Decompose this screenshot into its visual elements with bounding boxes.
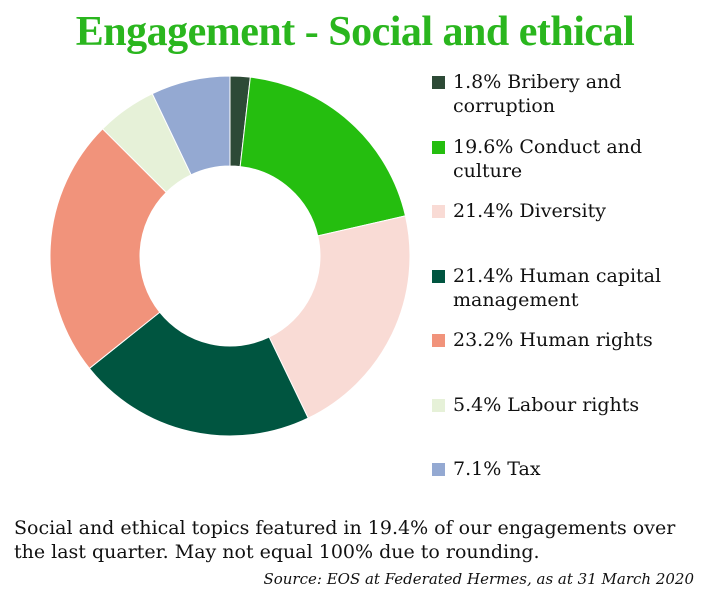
legend-label: 21.4% Human capital management — [453, 264, 662, 311]
legend-label: 19.6% Conduct and culture — [453, 135, 643, 182]
legend-item: 21.4% Diversity — [432, 199, 708, 223]
legend-swatch — [432, 398, 445, 412]
legend-label: 23.2% Human rights — [453, 329, 653, 351]
donut-slice-human-capital-management — [88, 311, 309, 437]
legend-swatch — [432, 269, 445, 283]
donut-slice-conduct-and-culture — [239, 76, 407, 237]
legend-swatch — [432, 463, 445, 476]
legend-label: 5.4% Labour rights — [453, 393, 640, 416]
legend-item: 7.1% Tax — [432, 457, 708, 481]
source-note: Source: EOS at Federated Hermes, as at 3… — [263, 570, 694, 588]
legend-swatch — [432, 140, 445, 154]
legend-label: 1.8% Bribery and corruption — [453, 71, 622, 117]
legend-label: 21.4% Diversity — [453, 200, 606, 222]
legend-swatch — [432, 76, 445, 89]
donut-slice-diversity — [268, 215, 411, 419]
legend-item: 19.6% Conduct and culture — [432, 135, 708, 183]
legend-item: 5.4% Labour rights — [432, 393, 708, 417]
donut-slice-human-rights — [49, 128, 168, 370]
legend-swatch — [432, 205, 445, 218]
donut-chart — [49, 75, 411, 437]
legend-item: 1.8% Bribery and corruption — [432, 70, 708, 118]
legend-item: 21.4% Human capital management — [432, 264, 708, 312]
donut-slice-tax — [151, 75, 231, 176]
chart-title: Engagement - Social and ethical — [75, 9, 635, 55]
legend-swatch — [432, 334, 445, 347]
legend-item: 23.2% Human rights — [432, 328, 708, 352]
legend-label: 7.1% Tax — [453, 458, 541, 480]
footnote: Social and ethical topics featured in 19… — [14, 517, 676, 563]
